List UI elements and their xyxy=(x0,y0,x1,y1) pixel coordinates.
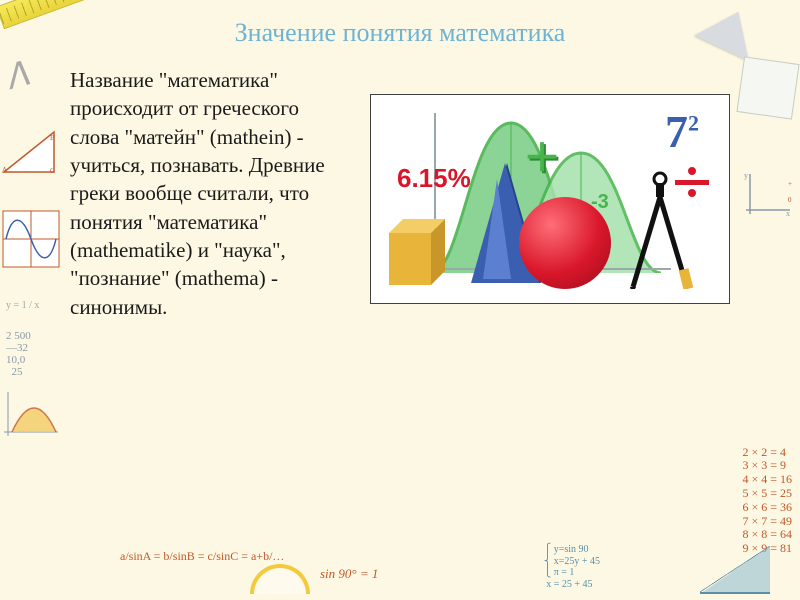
body-paragraph: Название "математика" происходит от греч… xyxy=(70,66,350,321)
sphere-icon xyxy=(519,197,611,289)
math-illustration: 6.15% ＋ -3 72 xyxy=(370,94,730,304)
tally-text: 2 500 —32 10,0 25 xyxy=(6,330,31,378)
seven-squared: 72 xyxy=(665,105,699,158)
times-table: 2 × 2 = 4 3 × 3 = 9 4 × 4 = 16 5 × 5 = 2… xyxy=(742,446,792,556)
parabola-icon xyxy=(0,388,62,440)
svg-text:0: 0 xyxy=(788,196,792,204)
compass-small-icon: 𝛬 xyxy=(1,56,33,99)
sine-rule-formula: a/sinA = b/sinB = c/sinC = a+b/… xyxy=(120,549,284,564)
slide-title: Значение понятия математика xyxy=(70,18,730,48)
formula-system: ⎧ y=sin 90 ⎨ x=25y + 45 ⎩ π = 1 x = 25 +… xyxy=(544,544,600,590)
svg-text:y: y xyxy=(744,171,748,180)
compass-icon xyxy=(625,169,695,289)
svg-text:C: C xyxy=(50,167,55,174)
percent-label: 6.15% xyxy=(397,163,471,194)
formula-paper-icon xyxy=(736,56,799,119)
exp-base: 7 xyxy=(665,106,688,157)
axes-icon: y x + 0 xyxy=(742,170,794,218)
slide: Значение понятия математика Название "ма… xyxy=(0,0,800,600)
sin90-formula: sin 90° = 1 xyxy=(320,566,378,582)
svg-text:+: + xyxy=(788,180,792,188)
svg-text:B: B xyxy=(50,134,55,142)
content-row: Название "математика" происходит от греч… xyxy=(70,66,730,321)
yx-formula: y = 1 / x xyxy=(6,300,39,311)
svg-text:A: A xyxy=(2,166,7,174)
triangle-br-outline xyxy=(700,546,770,594)
exp-power: 2 xyxy=(688,111,699,136)
cube-icon xyxy=(389,215,459,285)
protractor-icon xyxy=(250,564,310,594)
triangle-br-fill xyxy=(700,546,770,594)
wave-plot-icon xyxy=(2,210,60,268)
svg-text:x: x xyxy=(786,209,790,218)
right-triangle-icon: A B C xyxy=(2,130,56,174)
cone-highlight xyxy=(483,179,511,279)
